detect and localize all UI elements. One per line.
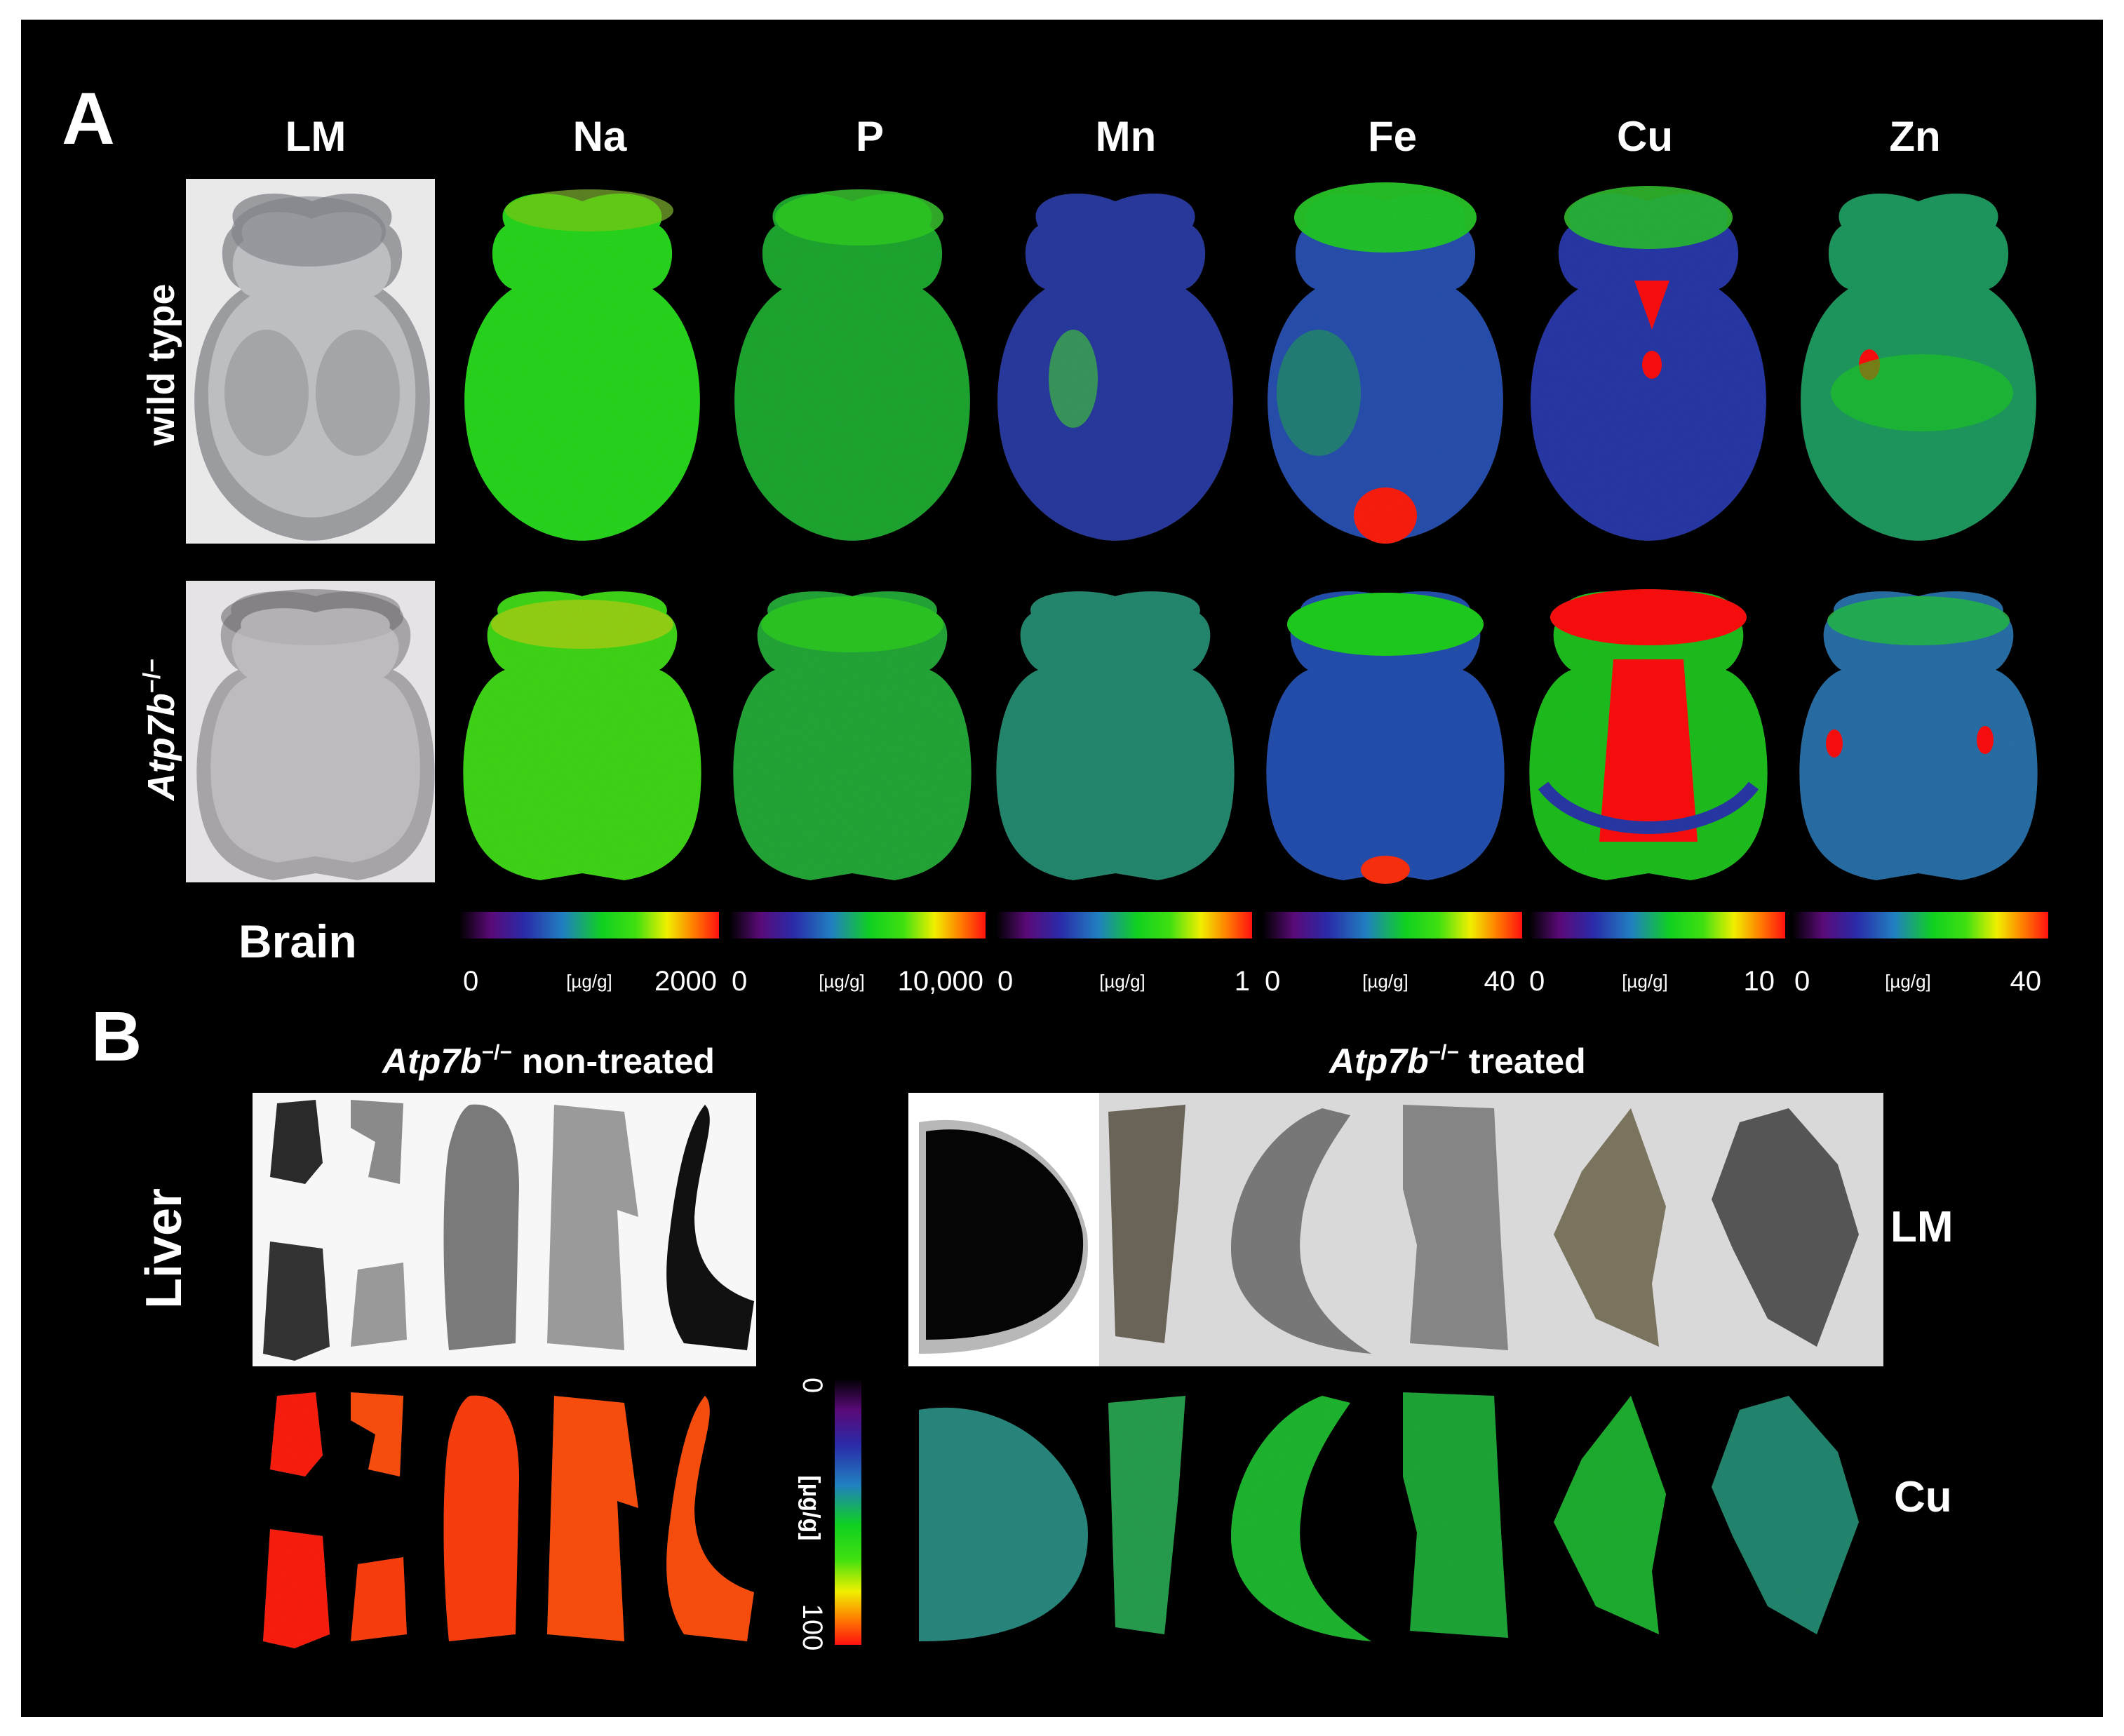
colorbar-p-min: 0 (732, 966, 747, 997)
colorbar-zn: 0 [µg/g] 40 (1792, 912, 2048, 997)
colorbar-mn: 0 [µg/g] 1 (996, 912, 1252, 997)
colorbar-p-unit: [µg/g] (819, 971, 865, 992)
colorbar-na-max: 2000 (654, 966, 717, 997)
brain-map-wt-na (464, 189, 700, 541)
brain-lm-atp7b-ko (186, 581, 435, 882)
colorbar-mn-unit: [µg/g] (1099, 971, 1145, 992)
brain-map-ko-p (733, 591, 972, 880)
colorbar-cu-gradient (1529, 912, 1785, 938)
colorbar-cu: 0 [µg/g] 10 (1529, 912, 1785, 997)
brain-map-wt-cu (1531, 186, 1766, 541)
liver-lm-nontreated (253, 1093, 756, 1366)
colorbar-liver-cu-unit: [µg/g] (798, 1475, 824, 1540)
row-label-liver-lm: LM (1890, 1203, 1954, 1251)
colorbar-zn-max: 40 (2010, 966, 2042, 997)
colorbar-p: 0 [µg/g] 10,000 (730, 912, 986, 997)
column-header-p: P (856, 113, 884, 160)
colorbar-cu-unit: [µg/g] (1622, 971, 1668, 992)
brain-map-ko-mn (996, 591, 1235, 880)
colorbar-zn-unit: [µg/g] (1885, 971, 1931, 992)
brain-map-wt-p (734, 189, 970, 541)
column-header-cu: Cu (1617, 113, 1673, 160)
colorbar-fe-gradient (1263, 912, 1522, 938)
colorbar-mn-max: 1 (1235, 966, 1250, 997)
brain-lm-wildtype (186, 179, 435, 544)
panel-b-letter: B (91, 997, 142, 1076)
brain-map-wt-zn (1801, 193, 2036, 541)
colorbar-fe-min: 0 (1265, 966, 1280, 997)
colorbar-zn-min: 0 (1794, 966, 1810, 997)
colorbar-p-gradient (730, 912, 986, 938)
colorbar-liver-cu-min: 0 (797, 1378, 828, 1393)
column-header-na: Na (573, 113, 627, 160)
column-header-mn: Mn (1096, 113, 1157, 160)
colorbar-p-max: 10,000 (898, 966, 983, 997)
row-label-atp7b-ko-superscript: −/− (139, 659, 166, 693)
colorbar-na: 0 [µg/g] 2000 (459, 912, 719, 997)
tissue-label-liver: Liver (136, 1188, 192, 1309)
group-label-treated: Atp7b−/− treated (1328, 1041, 1586, 1081)
column-header-lm: LM (285, 113, 347, 160)
colorbar-cu-min: 0 (1529, 966, 1545, 997)
colorbar-fe-unit: [µg/g] (1362, 971, 1409, 992)
colorbar-liver-cu: 0 [µg/g] 100 (797, 1378, 861, 1651)
brain-map-ko-zn (1799, 591, 2038, 880)
column-header-zn: Zn (1889, 113, 1940, 160)
colorbar-liver-cu-gradient (835, 1378, 861, 1645)
colorbar-cu-max: 10 (1744, 966, 1775, 997)
colorbar-zn-gradient (1792, 912, 2048, 938)
colorbar-fe: 0 [µg/g] 40 (1263, 912, 1522, 997)
panel-a-letter: A (62, 78, 115, 160)
brain-map-ko-na (463, 591, 701, 880)
column-headers: LM Na P Mn Fe Cu Zn (285, 113, 1941, 160)
row-label-liver-cu: Cu (1894, 1473, 1952, 1521)
colorbar-na-unit: [µg/g] (566, 971, 612, 992)
group-label-nontreated: Atp7b−/− non-treated (381, 1041, 715, 1081)
row-label-atp7b-ko: Atp7b−/− (139, 659, 182, 802)
brain-map-wt-fe (1268, 182, 1503, 544)
colorbar-mn-min: 0 (997, 966, 1013, 997)
liver-lm-treated (908, 1093, 1883, 1366)
row-label-wild-type: wild type (140, 283, 182, 446)
brain-map-ko-cu (1529, 589, 1768, 880)
tissue-label-brain: Brain (238, 915, 357, 967)
colorbar-na-min: 0 (463, 966, 478, 997)
colorbar-liver-cu-max: 100 (797, 1604, 828, 1651)
brain-map-ko-fe (1266, 591, 1505, 884)
colorbar-fe-max: 40 (1484, 966, 1516, 997)
colorbar-mn-gradient (996, 912, 1252, 938)
colorbar-na-gradient (459, 912, 719, 938)
column-header-fe: Fe (1368, 113, 1417, 160)
brain-map-wt-mn (997, 193, 1233, 541)
